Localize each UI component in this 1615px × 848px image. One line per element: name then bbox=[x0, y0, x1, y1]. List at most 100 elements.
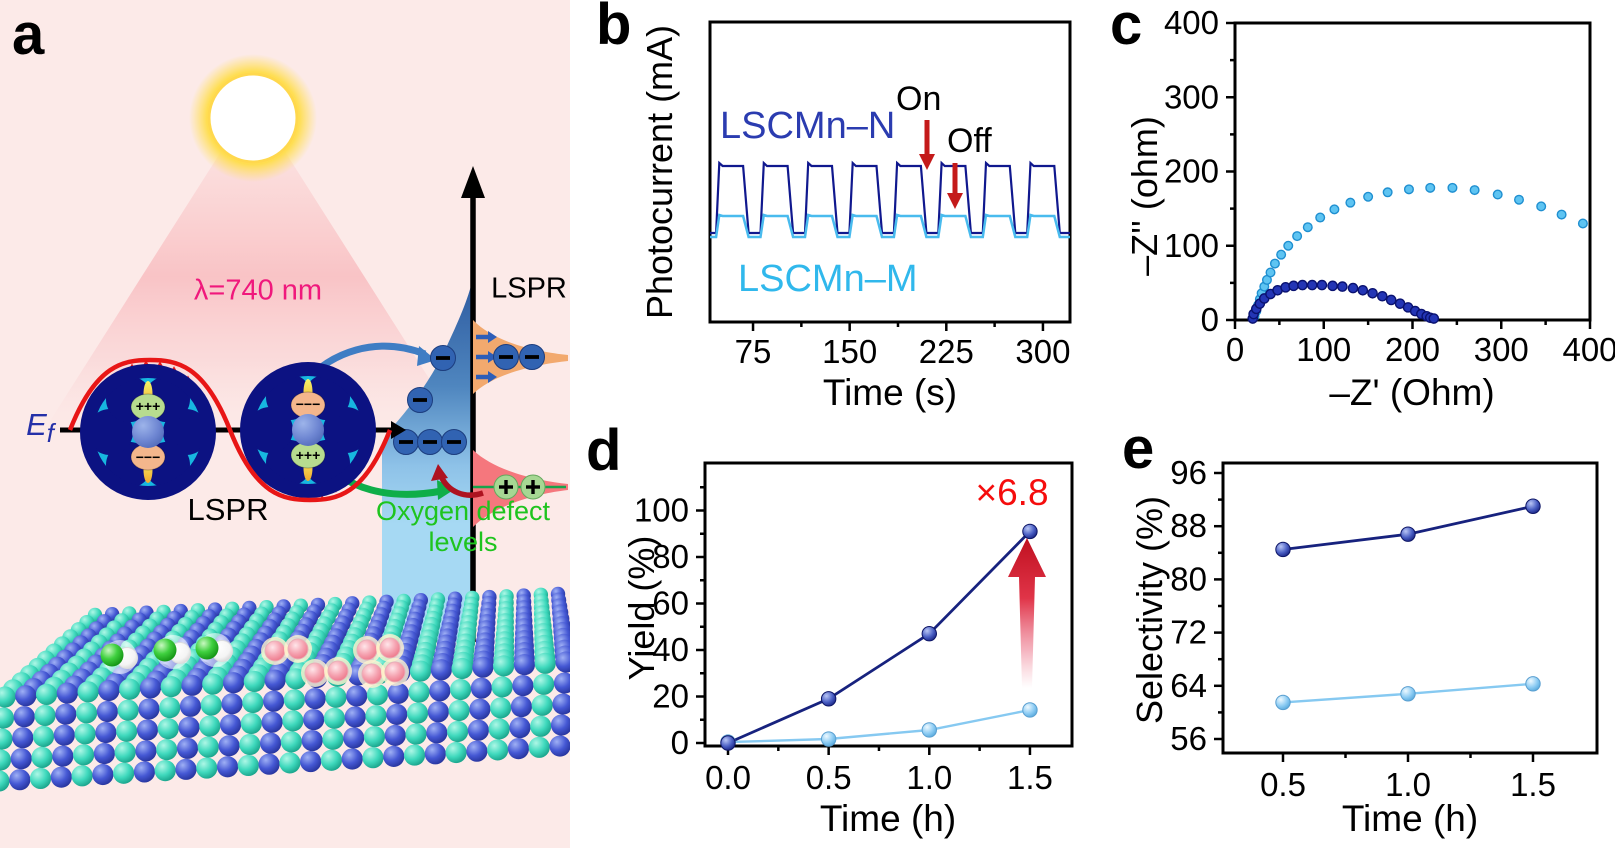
tick-label: 300 bbox=[1164, 78, 1219, 115]
panel-d-letter: d bbox=[586, 418, 622, 483]
panel-b-ylabel: Photocurrent (mA) bbox=[639, 24, 680, 320]
tick-label: 0 bbox=[671, 724, 689, 761]
tick-label: 225 bbox=[919, 333, 974, 370]
panel-c-ylabel: –Z'' (ohm) bbox=[1124, 116, 1165, 276]
tick-label: 1.5 bbox=[1510, 766, 1556, 803]
oxygen-molecule bbox=[358, 658, 409, 688]
tick-label: +++ bbox=[296, 447, 321, 463]
nyquist-plot: 0 100 200 300 400 0 100 200 300 400 bbox=[1164, 4, 1615, 368]
oxygen-defect-line2: levels bbox=[428, 527, 498, 557]
oxygen-defect-line1: Oxygen defect bbox=[375, 496, 551, 526]
legend-lscmn-n: LSCMn–N bbox=[720, 105, 896, 147]
panel-e-xlabel: Time (h) bbox=[1341, 798, 1479, 839]
tick-label: 100 bbox=[634, 492, 689, 529]
panel-b-letter: b bbox=[596, 0, 632, 57]
panel-a: +++ −−− −−− +++ a λ=740 nm Ef LSPR LSPR Oxy… bbox=[0, 0, 570, 848]
panel-e-letter: e bbox=[1122, 416, 1155, 481]
tick-label: 0.0 bbox=[705, 759, 751, 796]
panel-c: 0 100 200 300 400 0 100 200 300 400 c –Z'' (ohm) … bbox=[1100, 0, 1615, 420]
oxygen-molecule bbox=[261, 635, 312, 665]
enhancement-arrow-icon bbox=[1008, 538, 1046, 688]
panel-d-chart: 0.0 0.5 1.0 1.5 0 20 40 60 80 100 bbox=[634, 461, 1074, 796]
fermi-subscript: f bbox=[46, 420, 54, 449]
off-arrow-icon bbox=[947, 163, 963, 209]
panel-d-xlabel: Time (h) bbox=[819, 798, 957, 839]
hot-electron-arrows bbox=[476, 331, 497, 383]
panel-c-letter: c bbox=[1110, 0, 1143, 57]
tick-label: 96 bbox=[1170, 454, 1207, 491]
nanoparticle: +++ −−− bbox=[80, 364, 216, 500]
tick-label: 200 bbox=[1164, 153, 1219, 190]
tick-label: 1.0 bbox=[1385, 766, 1431, 803]
tick-label: 20 bbox=[652, 678, 689, 715]
series-LSCMn–N bbox=[710, 160, 1070, 235]
tick-label: 88 bbox=[1170, 507, 1207, 544]
off-label: Off bbox=[947, 122, 992, 160]
series-LSCMn–N bbox=[1247, 279, 1440, 324]
tick-label: 56 bbox=[1170, 720, 1207, 757]
fermi-symbol: E bbox=[26, 406, 47, 442]
yield-plot: 0.0 0.5 1.0 1.5 0 20 40 60 80 100 bbox=[634, 461, 1074, 796]
panel-d-ylabel: Yield (%) bbox=[621, 535, 662, 681]
line-LSCMn–M bbox=[727, 708, 1031, 744]
markers-LSCMn–M bbox=[1275, 676, 1541, 711]
tick-label: 300 bbox=[1474, 331, 1529, 368]
tick-label: 0 bbox=[1226, 331, 1244, 368]
nanoparticle: −−− +++ bbox=[240, 362, 376, 498]
photocurrent-plot: 75 150 225 300 bbox=[708, 20, 1072, 370]
tick-label: 100 bbox=[1296, 331, 1351, 368]
tick-label: 75 bbox=[735, 333, 772, 370]
holes bbox=[493, 474, 546, 500]
tick-label: 80 bbox=[652, 538, 689, 575]
lspr-axis-label: LSPR bbox=[491, 272, 567, 305]
panel-c-chart: 0 100 200 300 400 0 100 200 300 400 bbox=[1164, 4, 1615, 368]
selectivity-plot: 0.5 1.0 1.5 56 64 72 80 88 96 bbox=[1170, 454, 1599, 803]
tick-label: 300 bbox=[1015, 333, 1070, 370]
panel-b-xlabel: Time (s) bbox=[822, 372, 958, 413]
tick-label: 80 bbox=[1170, 560, 1207, 597]
panel-a-letter: a bbox=[12, 2, 45, 67]
wavelength-label: λ=740 nm bbox=[193, 274, 323, 307]
panel-c-xlabel: –Z' (Ohm) bbox=[1329, 372, 1495, 413]
electrons bbox=[393, 344, 545, 455]
tick-label: 1.5 bbox=[1007, 759, 1053, 796]
tick-label: 150 bbox=[822, 333, 877, 370]
fermi-level-label: Ef bbox=[26, 407, 54, 449]
series-LSCMn–M bbox=[1249, 182, 1588, 322]
panel-e-ylabel: Selectivity (%) bbox=[1129, 495, 1170, 725]
on-label: On bbox=[896, 80, 942, 118]
tick-label: 100 bbox=[1164, 227, 1219, 264]
on-arrow-icon bbox=[919, 120, 935, 170]
legend-lscmn-m: LSCMn–M bbox=[738, 258, 918, 300]
plasmon-beam bbox=[382, 278, 473, 642]
panel-e: 0.5 1.0 1.5 56 64 72 80 88 96 e Selectivity (%) … bbox=[1100, 420, 1615, 848]
tick-label: 64 bbox=[1170, 667, 1207, 704]
tick-label: −−− bbox=[136, 449, 161, 465]
tick-label: 72 bbox=[1170, 614, 1207, 651]
tick-label: 0 bbox=[1201, 301, 1219, 338]
oxygen-defect-label: Oxygen defect levels bbox=[376, 496, 550, 558]
series-LSCMn–M bbox=[710, 213, 1070, 239]
tick-label: 60 bbox=[652, 585, 689, 622]
tick-label: 0.5 bbox=[1260, 766, 1306, 803]
panel-e-chart: 0.5 1.0 1.5 56 64 72 80 88 96 bbox=[1170, 454, 1599, 803]
tick-label: 400 bbox=[1164, 4, 1219, 41]
multiplier-annotation: ×6.8 bbox=[975, 472, 1049, 513]
markers-LSCMn–N bbox=[720, 523, 1038, 751]
panel-b: 75 150 225 300 b Photocurrent (mA) Time (s)… bbox=[570, 0, 1100, 420]
panel-d: 0.0 0.5 1.0 1.5 0 20 40 60 80 100 d Yield (%) Tim… bbox=[570, 420, 1100, 848]
no-molecule-green-atom bbox=[195, 636, 219, 660]
markers-LSCMn–N bbox=[1275, 498, 1541, 558]
no-molecule-green-atom bbox=[153, 638, 177, 662]
tick-label: 0.5 bbox=[806, 759, 852, 796]
lspr-wave-label: LSPR bbox=[187, 492, 269, 527]
tick-label: 40 bbox=[652, 631, 689, 668]
energy-axis bbox=[461, 166, 485, 642]
line-LSCMn–N bbox=[727, 530, 1031, 745]
tick-label: −−− bbox=[296, 396, 321, 412]
oxygen-molecule bbox=[301, 657, 352, 687]
panel-b-chart: 75 150 225 300 bbox=[708, 20, 1072, 370]
panel-a-graphic: +++ −−− −−− +++ bbox=[0, 54, 570, 792]
tick-label: 400 bbox=[1562, 331, 1615, 368]
